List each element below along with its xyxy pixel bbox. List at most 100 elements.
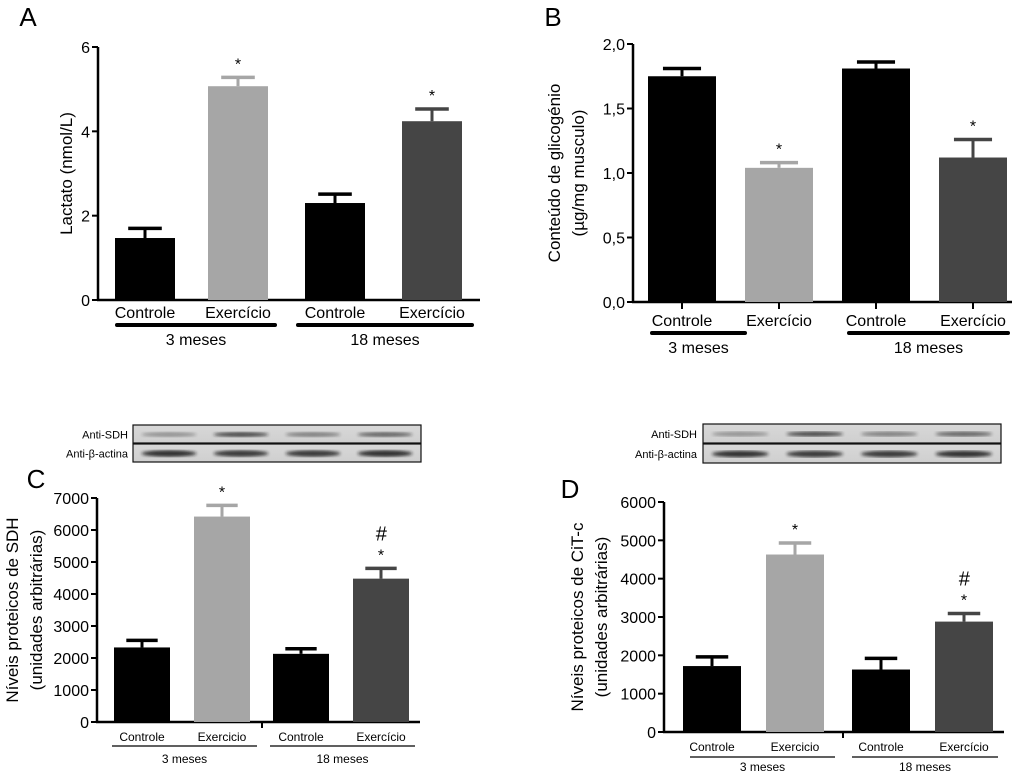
blot-band	[935, 431, 993, 437]
bar	[402, 121, 462, 300]
y-tick-label: 3000	[620, 610, 656, 627]
bar	[939, 157, 1007, 302]
group-label: 18 meses	[350, 332, 419, 349]
blot-label: Anti-SDH	[651, 429, 697, 441]
category-label: Controle	[115, 305, 176, 322]
y-axis-label-units: (unidades arbitrárias)	[27, 530, 46, 691]
y-tick-label: 0	[647, 725, 656, 742]
category-label: Exercicio	[771, 740, 820, 754]
significance-star: *	[792, 522, 798, 539]
bar-group	[114, 638, 170, 722]
bar	[194, 516, 250, 722]
blot-band	[213, 432, 269, 437]
category-label: Controle	[652, 313, 713, 330]
bar	[114, 647, 170, 722]
chart-panel-d: D Anti-SDH Anti-β-actina Níveis proteicos d…	[561, 423, 1004, 772]
significance-star: *	[961, 593, 967, 610]
blot-row-actin	[132, 443, 422, 463]
bar-group: *	[939, 118, 1007, 309]
blot-band	[141, 432, 197, 437]
group-label: 18 meses	[316, 752, 368, 766]
blot-band	[786, 431, 844, 437]
bar-group	[305, 192, 365, 300]
category-label: Exercício	[939, 740, 989, 754]
blot-band	[786, 450, 844, 458]
blot-band	[357, 432, 413, 437]
y-tick-label: 6000	[53, 523, 89, 540]
y-tick-label: 4	[81, 124, 90, 141]
significance-star: *	[970, 118, 976, 135]
bar-group	[683, 655, 741, 732]
category-label: Exercicio	[198, 730, 247, 744]
bar	[745, 167, 813, 302]
panel-letter: A	[19, 2, 37, 32]
panel-letter: D	[561, 474, 580, 504]
bar	[842, 68, 910, 302]
category-label: Exercício	[205, 305, 271, 322]
chart-panel-a: A Lactato (nmol/L) 0 2 4 6 Controle * Exercício C…	[19, 2, 480, 349]
blot-row-sdh	[132, 424, 422, 444]
y-tick-label: 3000	[53, 619, 89, 636]
y-tick-label: 6	[81, 40, 90, 57]
y-tick-label: 7000	[53, 491, 89, 508]
bar-group: *	[766, 522, 824, 732]
y-tick-label: 1000	[620, 687, 656, 704]
significance-star: *	[429, 88, 435, 105]
y-tick-label: 0	[80, 715, 89, 732]
blot-band	[860, 450, 918, 458]
category-label: Exercício	[399, 305, 465, 322]
group-label: 18 meses	[894, 340, 963, 357]
blot-band	[285, 432, 341, 437]
y-tick-label: 1,5	[603, 102, 625, 119]
y-axis-label: Conteúdo de glicogénio	[545, 84, 564, 263]
bar-group: *#	[935, 569, 993, 732]
y-tick-label: 2	[81, 209, 90, 226]
bar-group: *	[208, 56, 268, 300]
blot-band	[860, 431, 918, 437]
significance-star: *	[776, 142, 782, 159]
y-tick-label: 4000	[53, 587, 89, 604]
group-label: 3 meses	[740, 760, 785, 772]
bar-group	[115, 226, 175, 300]
significance-star: *	[235, 56, 241, 73]
group-label: 3 meses	[162, 752, 207, 766]
y-tick-label: 0,5	[603, 231, 625, 248]
blot-band	[213, 450, 269, 457]
panel-letter: B	[544, 2, 561, 32]
panel-letter: C	[27, 464, 46, 494]
bar-group: *	[745, 142, 813, 309]
bar	[852, 669, 910, 732]
blot-row-sdh	[702, 423, 1002, 444]
blot-band	[285, 450, 341, 457]
significance-hash: #	[375, 523, 387, 545]
bar	[683, 666, 741, 732]
category-label: Exercício	[356, 730, 406, 744]
y-axis-label-units: (unidades arbitrárias)	[592, 537, 611, 698]
y-axis-label-units: (µg/mg musculo)	[569, 110, 588, 237]
significance-hash: #	[958, 569, 970, 591]
group-label: 18 meses	[899, 760, 951, 772]
bar	[648, 76, 716, 302]
category-label: Controle	[689, 740, 735, 754]
western-blot: Anti-SDH Anti-β-actina	[635, 423, 1002, 464]
y-tick-label: 5000	[620, 533, 656, 550]
blot-label: Anti-β-actina	[635, 449, 698, 461]
y-tick-label: 1,0	[603, 166, 625, 183]
y-tick-label: 2,0	[603, 37, 625, 54]
bar	[935, 621, 993, 732]
bar-group: *	[402, 88, 462, 300]
chart-panel-c: C Anti-SDH Anti-β-actina Níveis proteicos d…	[3, 424, 422, 766]
chart-panel-b: B Conteúdo de glicogénio (µg/mg musculo) 0,…	[544, 2, 1012, 357]
category-label: Exercício	[746, 313, 812, 330]
y-tick-label: 0,0	[603, 295, 625, 312]
y-tick-label: 5000	[53, 555, 89, 572]
group-label: 3 meses	[166, 332, 226, 349]
category-label: Controle	[119, 730, 165, 744]
y-tick-label: 6000	[620, 495, 656, 512]
bar	[766, 554, 824, 732]
bar-group	[852, 656, 910, 732]
bar	[115, 238, 175, 300]
bar-group: *#	[353, 523, 409, 722]
blot-band	[711, 450, 769, 458]
